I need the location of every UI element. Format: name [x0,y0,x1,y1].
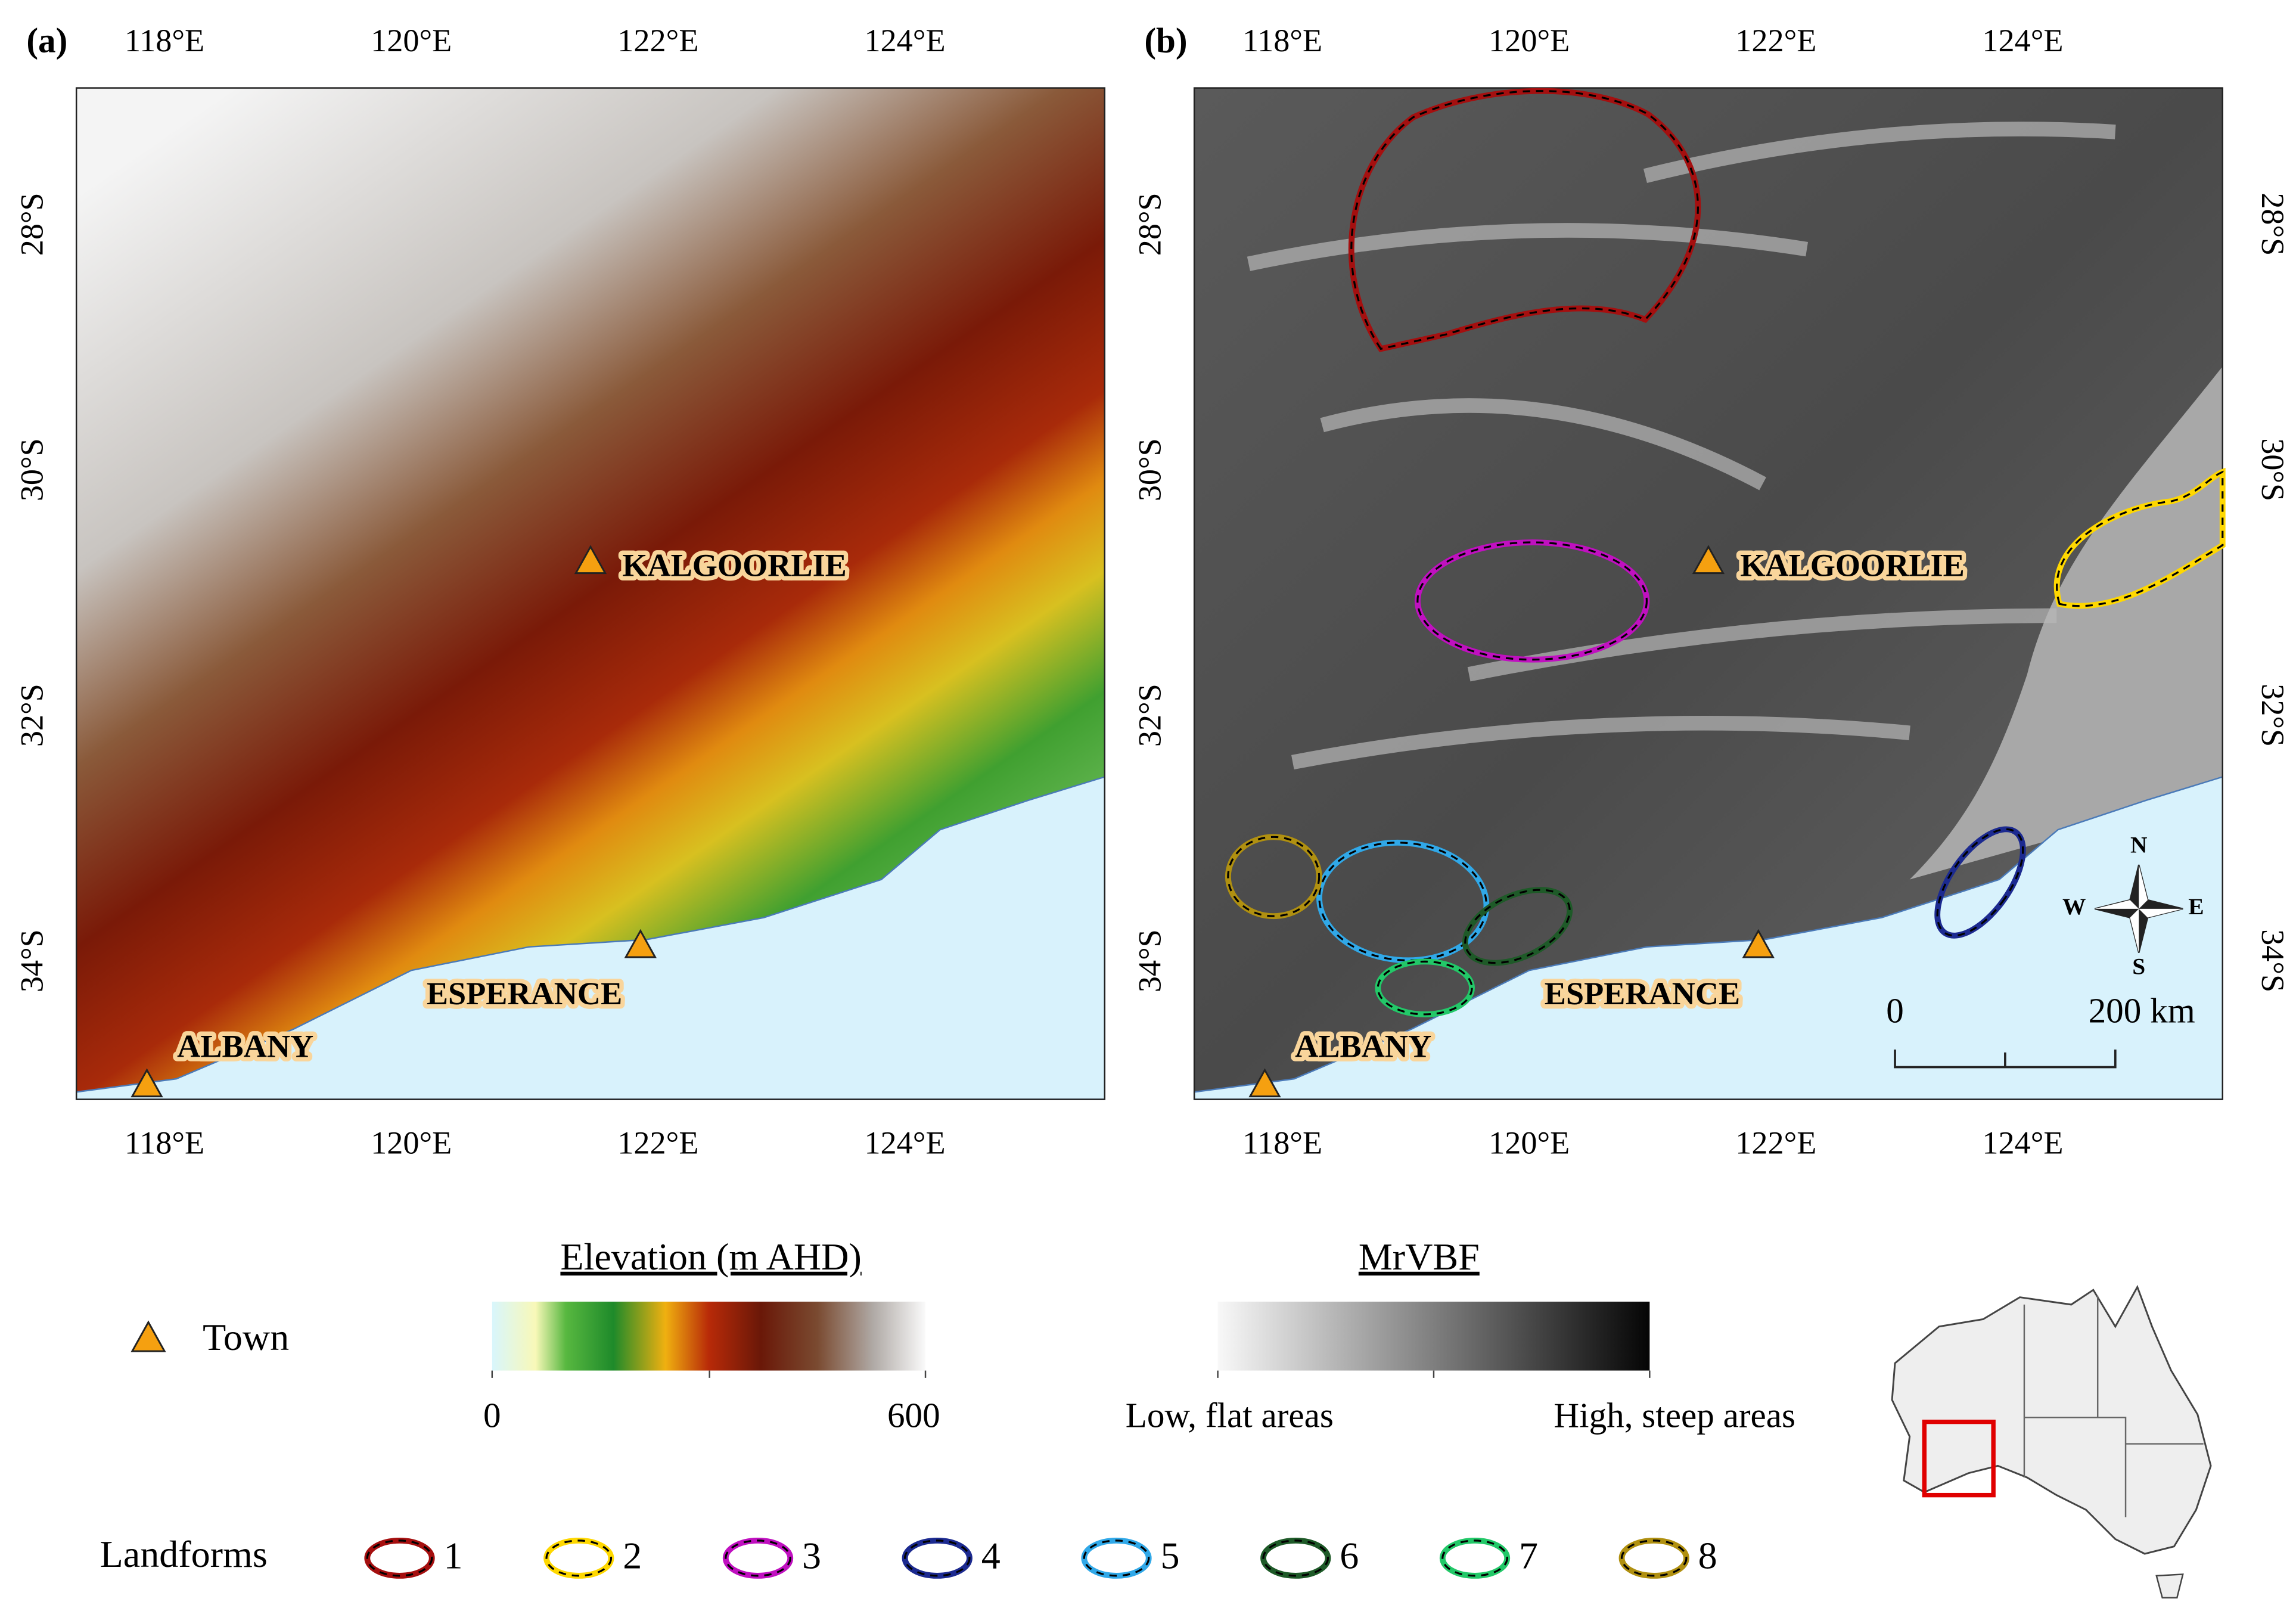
lat-label: 32°S [2255,684,2291,747]
valley [1291,716,1910,769]
colorbar-label: 600 [887,1395,940,1435]
tasmania [2155,1573,2184,1599]
landform-outline [2056,470,2224,607]
town-label: ALBANY [1295,1028,1431,1064]
legend-label: 4 [981,1535,1001,1577]
lat-label: 28°S [14,193,50,256]
legend-title: MrVBF [1359,1236,1480,1278]
colorbar-ticks [491,1370,927,1378]
lon-label: 118°E [125,1125,204,1161]
state-borders [2023,1296,2204,1517]
landform-outline [1936,828,2024,937]
legend-swatch [1620,1539,1688,1577]
valley [1643,122,2116,184]
lat-label: 34°S [14,929,50,992]
legend-title: Landforms [100,1533,268,1575]
lon-label: 122°E [1735,1125,1816,1161]
landform-outline [1377,960,1473,1016]
lon-label: 120°E [1489,1125,1570,1161]
lat-label: 34°S [2255,929,2291,992]
compass-label: N [2130,832,2147,858]
legend-swatch [1441,1539,1508,1577]
panel-label: (a) [26,20,67,60]
legend-label: 6 [1340,1535,1359,1577]
valley [1320,398,1766,491]
legend-swatch [903,1539,971,1577]
scale-bar [1894,1049,2117,1069]
scale-label: 0 [1886,991,1904,1030]
legend-swatch [545,1539,613,1577]
legend-swatch [1083,1539,1150,1577]
lat-label: 30°S [1132,438,1168,501]
legend-title: Elevation (m AHD) [560,1236,861,1278]
valley [1247,223,1809,271]
town-marker [574,545,607,575]
town-marker [1248,1068,1281,1098]
town-marker [1742,929,1775,958]
flat-plain [1909,366,2223,880]
colorbar-label: Low, flat areas [1126,1395,1334,1435]
panel-label: (b) [1144,20,1187,60]
colorbar [492,1301,926,1371]
lat-label: 32°S [14,684,50,747]
legend-label: 5 [1160,1535,1179,1577]
town-label: ALBANY [177,1028,313,1064]
landform-outline [1350,90,1699,350]
lat-label: 30°S [14,438,50,501]
lat-label: 32°S [1132,684,1168,747]
lon-label: 122°E [617,1125,698,1161]
town-marker [131,1068,163,1098]
study-area [1922,1419,1996,1498]
town-label: KALGOORLIE [622,548,847,583]
town-marker [1692,545,1725,575]
legend-label: 7 [1519,1535,1538,1577]
lon-label: 120°E [371,1125,452,1161]
town-label: ESPERANCE [1545,976,1740,1011]
lon-label: 124°E [864,1125,945,1161]
legend-label: 8 [1698,1535,1717,1577]
town-marker [131,1320,166,1352]
lon-label: 118°E [1242,23,1322,58]
town-label: ESPERANCE [427,976,622,1011]
lat-label: 28°S [2255,193,2291,256]
lon-label: 124°E [1982,1125,2063,1161]
compass-label: W [2062,893,2086,920]
compass-rose [2095,865,2183,953]
landform-outline [1464,889,1571,964]
scale-label: 200 km [2089,991,2195,1030]
lon-label: 124°E [1982,23,2063,58]
compass-label: E [2188,893,2204,920]
legend-label: 2 [623,1535,642,1577]
lon-label: 124°E [864,23,945,58]
lat-label: 30°S [2255,438,2291,501]
lat-label: 34°S [1132,929,1168,992]
lon-label: 120°E [1489,23,1570,58]
map-frame [1193,87,2223,1100]
australia-outline [1891,1284,2212,1555]
colorbar-ticks [1217,1370,1651,1378]
colorbar [1217,1301,1650,1371]
compass-label: S [2132,954,2145,980]
lon-label: 118°E [125,23,204,58]
legend-label: 3 [802,1535,821,1577]
legend-label: 1 [443,1535,462,1577]
legend-swatch [366,1539,433,1577]
landform-outline [1416,541,1648,661]
landform-outline [1227,836,1321,917]
town-label: KALGOORLIE [1740,548,1965,583]
lon-label: 122°E [1735,23,1816,58]
lon-label: 118°E [1242,1125,1322,1161]
legend-label: Town [203,1316,289,1358]
map-frame [75,87,1106,1100]
lon-label: 120°E [371,23,452,58]
colorbar-label: High, steep areas [1554,1395,1795,1435]
colorbar-label: 0 [483,1395,501,1435]
town-marker [624,929,657,958]
lon-label: 122°E [617,23,698,58]
legend-swatch [725,1539,791,1577]
lat-label: 28°S [1132,193,1168,256]
legend-swatch [1262,1539,1329,1577]
